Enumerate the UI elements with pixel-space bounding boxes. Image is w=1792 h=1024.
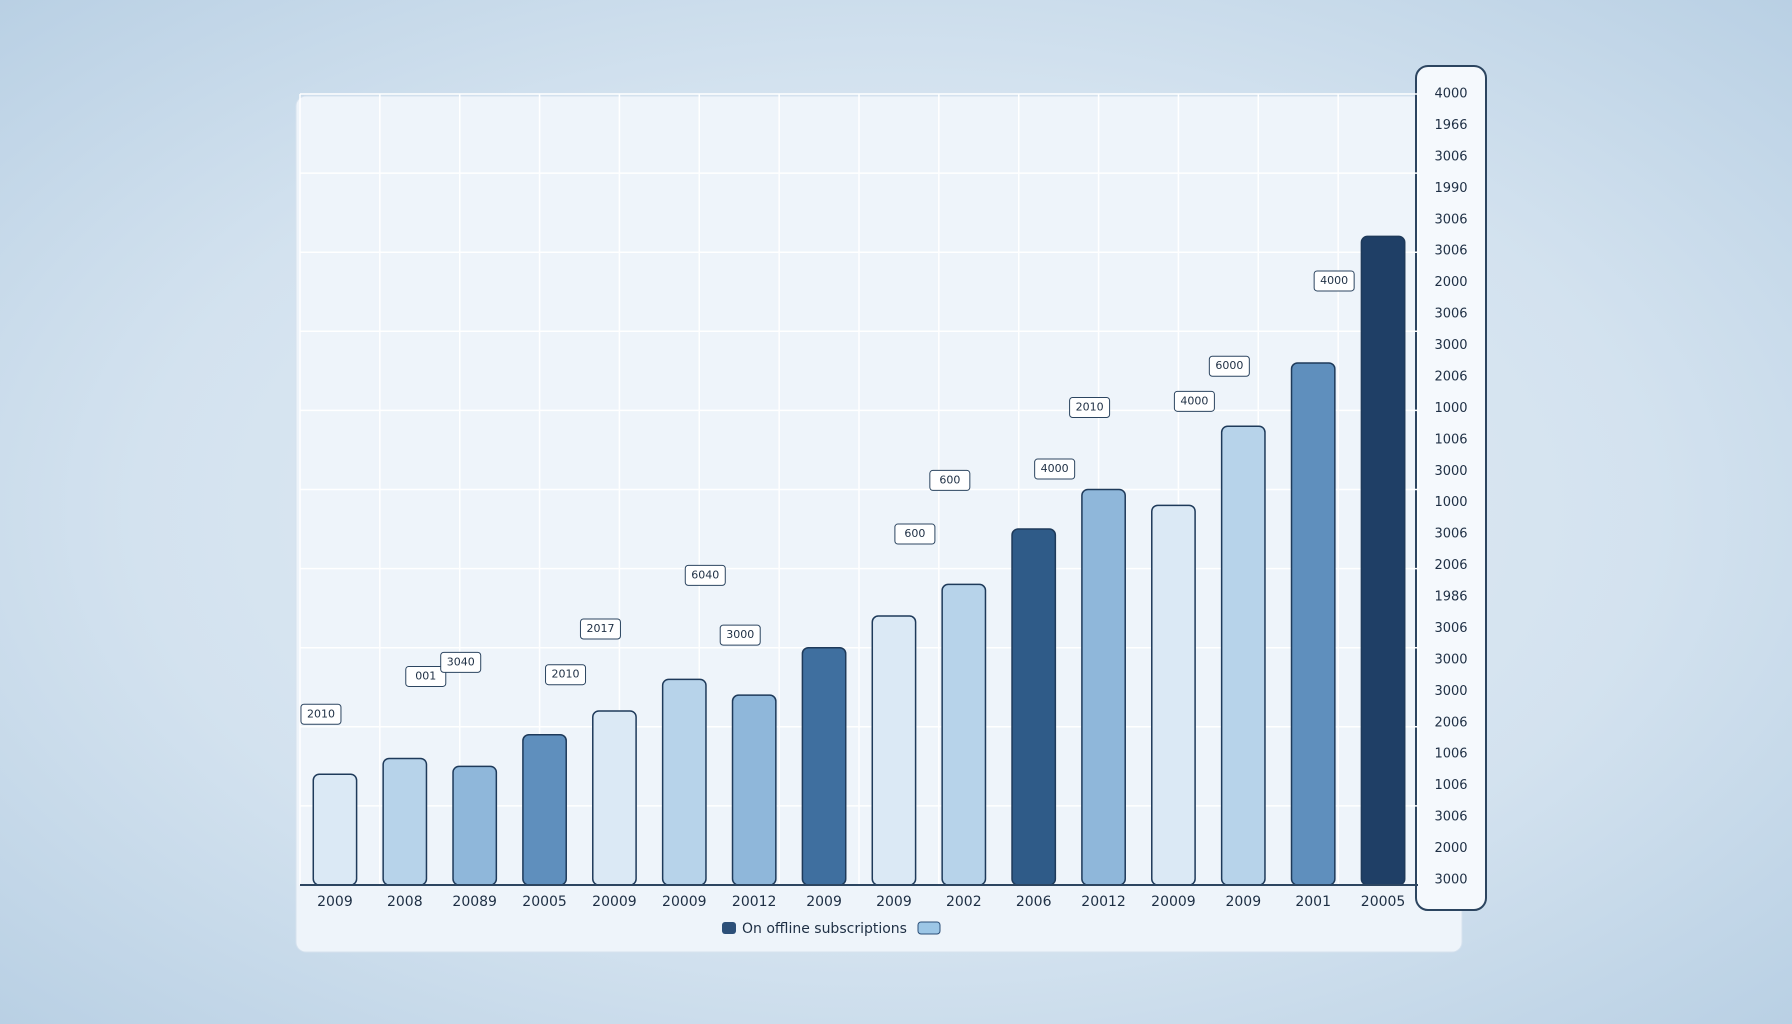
y-axis-label: 2000: [1434, 841, 1467, 856]
bar: [1290, 362, 1336, 886]
legend-label: On offline subscriptions: [742, 921, 907, 937]
bar: [731, 694, 777, 886]
x-tick-label: 20009: [662, 894, 707, 910]
x-tick-label: 20009: [592, 894, 637, 910]
y-axis-label: 1000: [1434, 495, 1467, 510]
x-tick-label: 2006: [1016, 894, 1052, 910]
y-axis-label: 3000: [1434, 464, 1467, 479]
y-axis-label: 1990: [1434, 181, 1467, 196]
annotation: 2010: [552, 668, 580, 681]
annotation-box: [1034, 458, 1076, 480]
legend-swatch: [917, 921, 941, 935]
y-axis-label: 1006: [1434, 432, 1467, 447]
y-axis-label: 3006: [1434, 527, 1467, 542]
bar: [871, 615, 917, 886]
y-axis-label: 1006: [1434, 747, 1467, 762]
y-axis-label: 3006: [1434, 212, 1467, 227]
x-tick-label: 2008: [387, 894, 423, 910]
annotation: 3000: [726, 628, 754, 641]
bar: [941, 583, 987, 886]
x-tick-label: 2002: [946, 894, 982, 910]
annotation-box: [1208, 355, 1250, 377]
x-tick-label: 20005: [1361, 894, 1406, 910]
annotation: 4000: [1320, 274, 1348, 287]
annotation-box: [1313, 270, 1355, 292]
bars: [312, 235, 1406, 886]
annotation-box: [300, 703, 342, 725]
annotation: 6040: [691, 568, 719, 581]
y-axis-label: 1006: [1434, 778, 1467, 793]
y-axis-label: 2006: [1434, 369, 1467, 384]
bar: [452, 765, 498, 886]
x-tick-label: 20009: [1151, 894, 1196, 910]
y-axis-label: 3000: [1434, 684, 1467, 699]
bar: [1081, 488, 1126, 886]
y-axis-label: 2000: [1434, 275, 1467, 290]
bar: [522, 733, 567, 886]
annotation: 4000: [1041, 462, 1069, 475]
annotation: 2017: [586, 622, 614, 635]
x-tick-label: 2009: [1225, 894, 1261, 910]
bar: [592, 710, 637, 886]
annotation-box: [579, 618, 621, 640]
annotation: 600: [939, 473, 960, 486]
bar: [1151, 504, 1196, 886]
y-axis-label: 3006: [1434, 244, 1467, 259]
annotation-box: [894, 523, 936, 545]
legend-swatch: [722, 922, 736, 934]
annotation-box: [1069, 397, 1111, 418]
y-axis-label: 1986: [1434, 590, 1467, 605]
bar: [1360, 235, 1406, 886]
bar: [1011, 528, 1057, 886]
annotation: 2010: [1076, 401, 1104, 414]
x-tick-label: 20005: [522, 894, 567, 910]
y-axis-label: 3006: [1434, 307, 1467, 322]
y-axis-label: 1000: [1434, 401, 1467, 416]
y-axis-label: 3000: [1434, 338, 1467, 353]
annotation-box: [929, 469, 971, 491]
y-axis-label: 2006: [1434, 558, 1467, 573]
y-axis-label: 3006: [1434, 149, 1467, 164]
y-axis-label: 2006: [1434, 715, 1467, 730]
annotation: 4000: [1180, 394, 1208, 407]
bar: [801, 646, 847, 886]
x-tick-label: 2009: [876, 894, 912, 910]
bar: [1220, 425, 1266, 886]
annotation-box: [684, 564, 726, 586]
y-axis-label: 3000: [1434, 652, 1467, 667]
x-tick-label: 2001: [1295, 894, 1331, 910]
annotation: 001: [415, 669, 436, 682]
annotation-box: [545, 664, 587, 686]
annotation: 2010: [307, 707, 335, 720]
annotation-box: [719, 624, 761, 646]
x-tick-label: 2009: [317, 894, 353, 910]
annotation: 600: [904, 527, 925, 540]
y-axis-label: 3006: [1434, 621, 1467, 636]
annotation-box: [440, 651, 482, 673]
y-axis-label: 4000: [1434, 87, 1467, 102]
y-axis-label: 3000: [1434, 873, 1467, 888]
x-tick-label: 2009: [806, 894, 842, 910]
bar: [312, 773, 358, 886]
x-tick-label: 20012: [732, 894, 777, 910]
annotation: 3040: [447, 655, 475, 668]
y-axis-label: 3006: [1434, 810, 1467, 825]
annotation-box: [1173, 390, 1215, 412]
bar: [661, 678, 707, 886]
x-tick-label: 20012: [1081, 894, 1126, 910]
right-axis-box: [1415, 65, 1487, 911]
x-tick-label: 20089: [452, 894, 497, 910]
annotation: 6000: [1215, 359, 1243, 372]
y-axis-label: 1966: [1434, 118, 1467, 133]
bar: [382, 757, 428, 886]
annotation-box: [405, 665, 447, 687]
